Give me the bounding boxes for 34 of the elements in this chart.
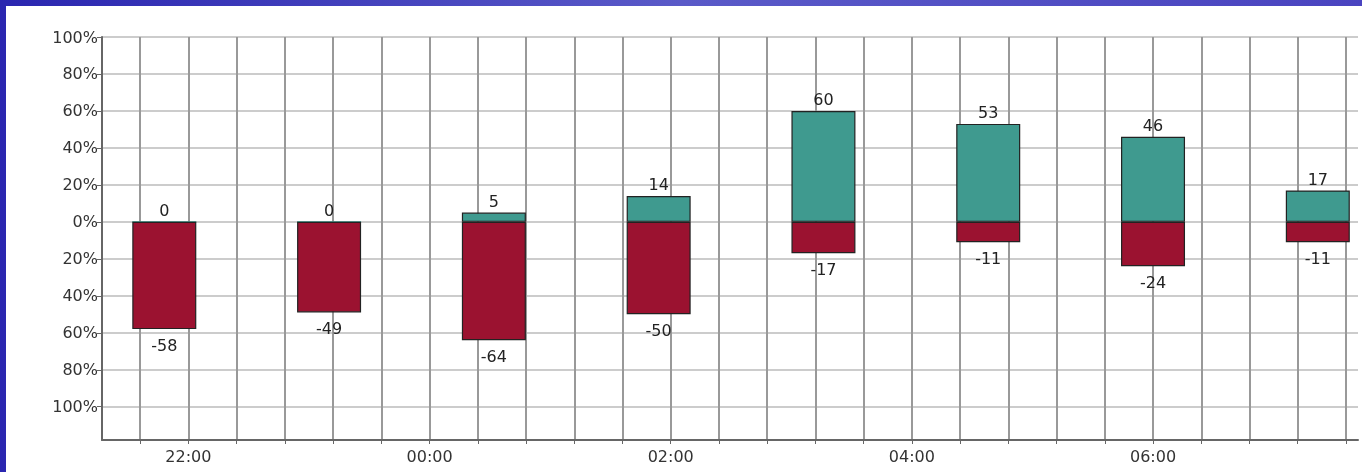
data-label: 53	[978, 103, 999, 123]
y-tick-label: 80%	[62, 360, 98, 380]
data-label: 14	[648, 175, 669, 195]
x-tick-label: 00:00	[406, 446, 453, 466]
y-tick-label: 0%	[72, 212, 98, 232]
y-tick-label: 40%	[62, 286, 98, 306]
y-tick-label: 60%	[62, 323, 98, 343]
y-tick-label: 60%	[62, 101, 98, 121]
data-label: -64	[480, 346, 507, 366]
data-label: -17	[810, 259, 837, 279]
data-label: 17	[1307, 169, 1328, 189]
x-tick-label: 06:00	[1129, 446, 1177, 466]
y-tick-label: 20%	[62, 249, 98, 269]
y-tick-label: 40%	[62, 138, 98, 158]
y-tick-label: 80%	[62, 64, 98, 84]
x-tick-label: 22:00	[165, 446, 212, 466]
data-label: -58	[151, 335, 178, 355]
data-label: -49	[316, 318, 343, 338]
bar	[297, 221, 362, 313]
data-label: -11	[975, 248, 1002, 268]
data-label: 0	[159, 200, 170, 220]
y-tick-label: 100%	[52, 27, 98, 47]
data-label: 5	[488, 192, 499, 212]
data-label: 46	[1142, 116, 1164, 136]
data-label: -50	[645, 320, 672, 340]
bar	[132, 221, 197, 330]
data-label: -24	[1139, 272, 1167, 292]
data-label: 60	[813, 90, 834, 110]
y-tick-label: 20%	[62, 175, 98, 195]
data-label: -11	[1304, 248, 1331, 268]
x-tick-label: 04:00	[888, 446, 935, 466]
data-label: 0	[323, 200, 335, 220]
x-tick-label: 02:00	[647, 446, 694, 466]
y-tick-label: 100%	[52, 397, 98, 417]
